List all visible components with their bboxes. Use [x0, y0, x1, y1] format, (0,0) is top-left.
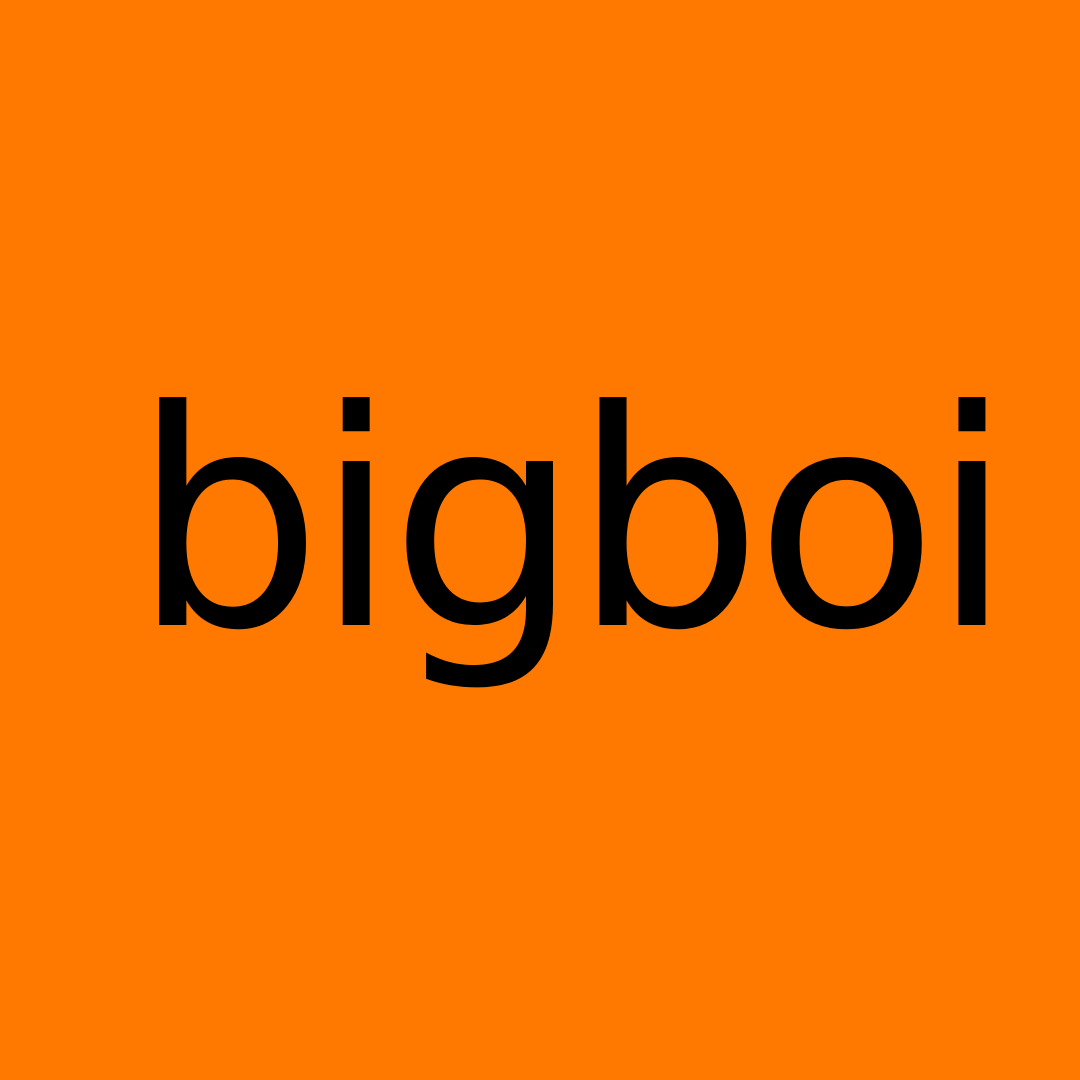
wordmark-text: bigboi	[132, 347, 1014, 696]
